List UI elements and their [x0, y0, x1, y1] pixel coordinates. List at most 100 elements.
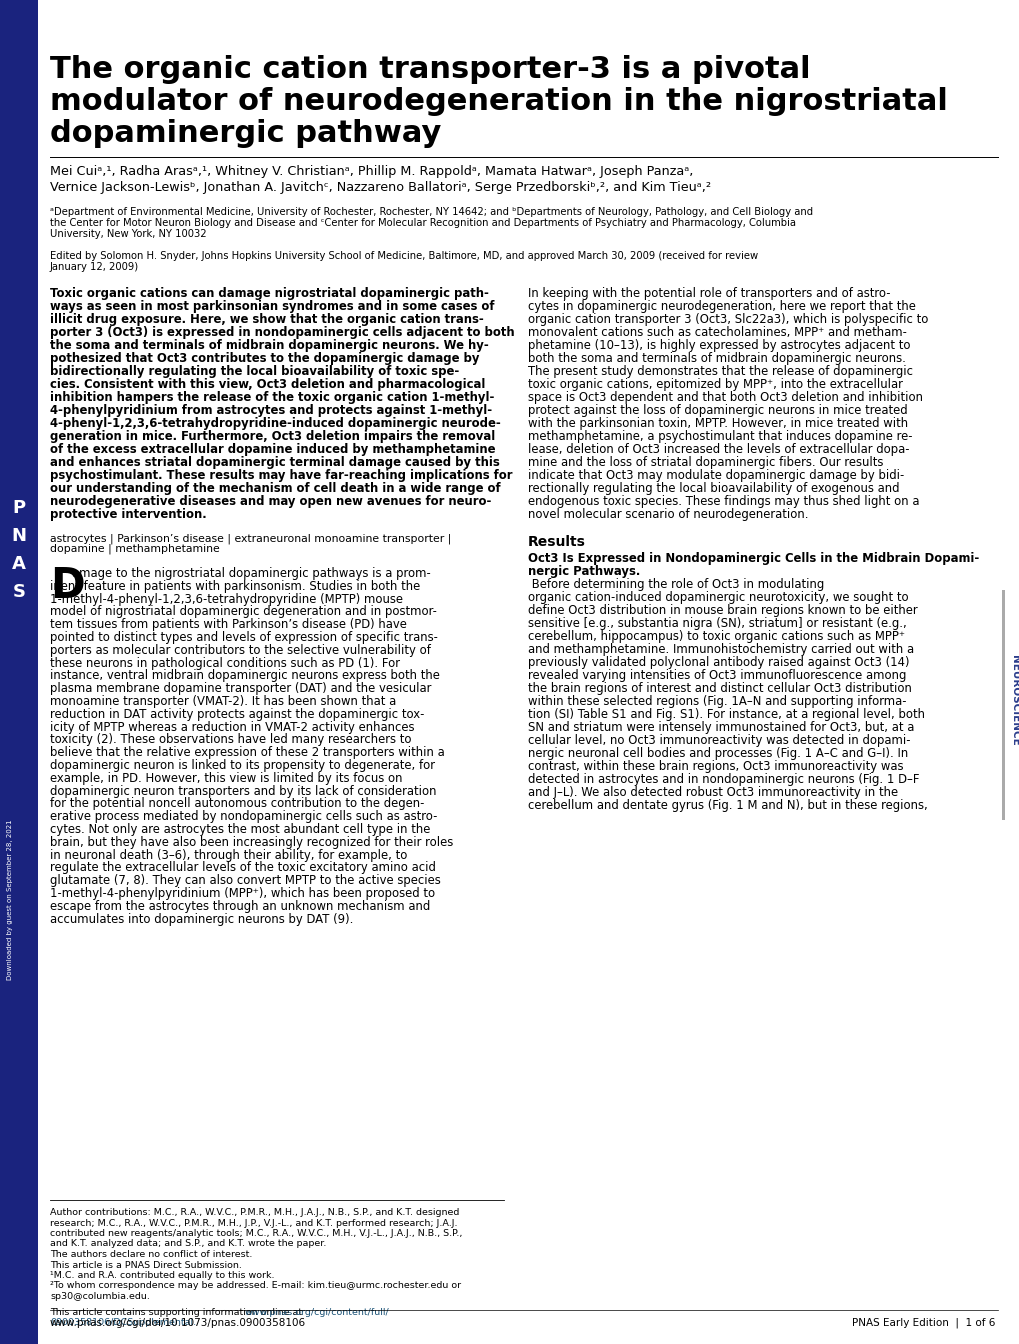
Text: dopamine | methamphetamine: dopamine | methamphetamine	[50, 544, 219, 555]
Text: research; M.C., R.A., W.V.C., P.M.R., M.H., J.P., V.J.-L., and K.T. performed re: research; M.C., R.A., W.V.C., P.M.R., M.…	[50, 1219, 458, 1227]
Text: with the parkinsonian toxin, MPTP. However, in mice treated with: with the parkinsonian toxin, MPTP. Howev…	[528, 417, 907, 430]
Text: January 12, 2009): January 12, 2009)	[50, 262, 139, 271]
Text: modulator of neurodegeneration in the nigrostriatal: modulator of neurodegeneration in the ni…	[50, 87, 947, 116]
Text: indicate that Oct3 may modulate dopaminergic damage by bidi-: indicate that Oct3 may modulate dopamine…	[528, 469, 904, 482]
Text: revealed varying intensities of Oct3 immunofluorescence among: revealed varying intensities of Oct3 imm…	[528, 669, 906, 681]
Text: monoamine transporter (VMAT-2). It has been shown that a: monoamine transporter (VMAT-2). It has b…	[50, 695, 395, 708]
Text: glutamate (7, 8). They can also convert MPTP to the active species: glutamate (7, 8). They can also convert …	[50, 874, 440, 887]
Text: previously validated polyclonal antibody raised against Oct3 (14): previously validated polyclonal antibody…	[528, 656, 909, 669]
Text: ¹M.C. and R.A. contributed equally to this work.: ¹M.C. and R.A. contributed equally to th…	[50, 1271, 274, 1279]
Text: toxic organic cations, epitomized by MPP⁺, into the extracellular: toxic organic cations, epitomized by MPP…	[528, 378, 902, 391]
Text: both the soma and terminals of midbrain dopaminergic neurons.: both the soma and terminals of midbrain …	[528, 352, 905, 366]
Text: Results: Results	[528, 535, 585, 548]
Text: our understanding of the mechanism of cell death in a wide range of: our understanding of the mechanism of ce…	[50, 482, 500, 495]
Text: contributed new reagents/analytic tools; M.C., R.A., W.V.C., M.H., V.J.-L., J.A.: contributed new reagents/analytic tools;…	[50, 1228, 462, 1238]
Text: for the potential noncell autonomous contribution to the degen-: for the potential noncell autonomous con…	[50, 797, 424, 810]
Text: brain, but they have also been increasingly recognized for their roles: brain, but they have also been increasin…	[50, 836, 452, 849]
Text: instance, ventral midbrain dopaminergic neurons express both the: instance, ventral midbrain dopaminergic …	[50, 669, 439, 683]
Text: cytes in dopaminergic neurodegeneration, here we report that the: cytes in dopaminergic neurodegeneration,…	[528, 300, 915, 313]
Text: the brain regions of interest and distinct cellular Oct3 distribution: the brain regions of interest and distin…	[528, 681, 911, 695]
Text: www.pnas.org/cgi/doi/10.1073/pnas.0900358106: www.pnas.org/cgi/doi/10.1073/pnas.090035…	[50, 1318, 306, 1328]
Text: these neurons in pathological conditions such as PD (1). For: these neurons in pathological conditions…	[50, 657, 399, 669]
Text: PNAS Early Edition  |  1 of 6: PNAS Early Edition | 1 of 6	[851, 1318, 994, 1328]
Text: Oct3 Is Expressed in Nondopaminergic Cells in the Midbrain Dopami-: Oct3 Is Expressed in Nondopaminergic Cel…	[528, 552, 978, 564]
Text: Toxic organic cations can damage nigrostriatal dopaminergic path-: Toxic organic cations can damage nigrost…	[50, 288, 488, 300]
Text: mine and the loss of striatal dopaminergic fibers. Our results: mine and the loss of striatal dopaminerg…	[528, 456, 882, 469]
Text: ᵃDepartment of Environmental Medicine, University of Rochester, Rochester, NY 14: ᵃDepartment of Environmental Medicine, U…	[50, 207, 812, 216]
Text: 1-methyl-4-phenyl-1,2,3,6-tetrahydropyridine (MPTP) mouse: 1-methyl-4-phenyl-1,2,3,6-tetrahydropyri…	[50, 593, 403, 606]
Text: dopaminergic neuron transporters and by its lack of consideration: dopaminergic neuron transporters and by …	[50, 785, 436, 797]
Text: pothesized that Oct3 contributes to the dopaminergic damage by: pothesized that Oct3 contributes to the …	[50, 352, 479, 366]
Bar	[1001, 590, 1004, 820]
Text: and enhances striatal dopaminergic terminal damage caused by this: and enhances striatal dopaminergic termi…	[50, 456, 499, 469]
Text: accumulates into dopaminergic neurons by DAT (9).: accumulates into dopaminergic neurons by…	[50, 913, 353, 926]
Text: model of nigrostriatal dopaminergic degeneration and in postmor-: model of nigrostriatal dopaminergic dege…	[50, 605, 436, 618]
Text: and J–L). We also detected robust Oct3 immunoreactivity in the: and J–L). We also detected robust Oct3 i…	[528, 786, 898, 798]
Text: cerebellum, hippocampus) to toxic organic cations such as MPP⁺: cerebellum, hippocampus) to toxic organi…	[528, 630, 904, 642]
Text: and K.T. analyzed data; and S.P., and K.T. wrote the paper.: and K.T. analyzed data; and S.P., and K.…	[50, 1239, 326, 1249]
Text: sp30@columbia.edu.: sp30@columbia.edu.	[50, 1292, 150, 1301]
Text: SN and striatum were intensely immunostained for Oct3, but, at a: SN and striatum were intensely immunosta…	[528, 720, 913, 734]
Text: inent feature in patients with parkinsonism. Studies in both the: inent feature in patients with parkinson…	[50, 579, 420, 593]
Text: tion (SI) Table S1 and Fig. S1). For instance, at a regional level, both: tion (SI) Table S1 and Fig. S1). For ins…	[528, 708, 924, 720]
Text: tem tissues from patients with Parkinson’s disease (PD) have: tem tissues from patients with Parkinson…	[50, 618, 407, 632]
Text: ²To whom correspondence may be addressed. E-mail: kim.tieu@urmc.rochester.edu or: ²To whom correspondence may be addressed…	[50, 1281, 461, 1290]
Text: 4-phenylpyridinium from astrocytes and protects against 1-methyl-: 4-phenylpyridinium from astrocytes and p…	[50, 405, 491, 417]
Text: cerebellum and dentate gyrus (Fig. 1 M and N), but in these regions,: cerebellum and dentate gyrus (Fig. 1 M a…	[528, 798, 927, 812]
Text: and methamphetamine. Immunohistochemistry carried out with a: and methamphetamine. Immunohistochemistr…	[528, 642, 913, 656]
Text: pointed to distinct types and levels of expression of specific trans-: pointed to distinct types and levels of …	[50, 630, 437, 644]
Text: The authors declare no conflict of interest.: The authors declare no conflict of inter…	[50, 1250, 252, 1259]
Text: sensitive [e.g., substantia nigra (SN), striatum] or resistant (e.g.,: sensitive [e.g., substantia nigra (SN), …	[528, 617, 906, 630]
Text: The organic cation transporter-3 is a pivotal: The organic cation transporter-3 is a pi…	[50, 55, 810, 83]
Text: toxicity (2). These observations have led many researchers to: toxicity (2). These observations have le…	[50, 734, 411, 746]
Text: of the excess extracellular dopamine induced by methamphetamine: of the excess extracellular dopamine ind…	[50, 444, 495, 456]
Text: escape from the astrocytes through an unknown mechanism and: escape from the astrocytes through an un…	[50, 899, 430, 913]
Bar	[0, 0, 38, 1344]
Text: Author contributions: M.C., R.A., W.V.C., P.M.R., M.H., J.A.J., N.B., S.P., and : Author contributions: M.C., R.A., W.V.C.…	[50, 1208, 459, 1218]
Text: NEUROSCIENCE: NEUROSCIENCE	[1009, 655, 1019, 746]
Text: astrocytes | Parkinson’s disease | extraneuronal monoamine transporter |: astrocytes | Parkinson’s disease | extra…	[50, 534, 451, 543]
Text: dopaminergic neuron is linked to its propensity to degenerate, for: dopaminergic neuron is linked to its pro…	[50, 759, 434, 771]
Text: regulate the extracellular levels of the toxic excitatory amino acid: regulate the extracellular levels of the…	[50, 862, 435, 875]
Text: lease, deletion of Oct3 increased the levels of extracellular dopa-: lease, deletion of Oct3 increased the le…	[528, 444, 909, 456]
Text: inhibition hampers the release of the toxic organic cation 1-methyl-: inhibition hampers the release of the to…	[50, 391, 494, 405]
Text: N: N	[11, 527, 26, 546]
Text: the Center for Motor Neuron Biology and Disease and ᶜCenter for Molecular Recogn: the Center for Motor Neuron Biology and …	[50, 218, 795, 228]
Text: organic cation-induced dopaminergic neurotoxicity, we sought to: organic cation-induced dopaminergic neur…	[528, 591, 908, 603]
Text: define Oct3 distribution in mouse brain regions known to be either: define Oct3 distribution in mouse brain …	[528, 603, 917, 617]
Text: 0900358106/DCSupplemental.: 0900358106/DCSupplemental.	[50, 1318, 196, 1328]
Text: phetamine (10–13), is highly expressed by astrocytes adjacent to: phetamine (10–13), is highly expressed b…	[528, 339, 910, 352]
Text: believe that the relative expression of these 2 transporters within a: believe that the relative expression of …	[50, 746, 444, 759]
Text: detected in astrocytes and in nondopaminergic neurons (Fig. 1 D–F: detected in astrocytes and in nondopamin…	[528, 773, 918, 786]
Text: reduction in DAT activity protects against the dopaminergic tox-: reduction in DAT activity protects again…	[50, 708, 424, 720]
Text: bidirectionally regulating the local bioavailability of toxic spe-: bidirectionally regulating the local bio…	[50, 366, 459, 378]
Text: In keeping with the potential role of transporters and of astro-: In keeping with the potential role of tr…	[528, 288, 890, 300]
Text: ways as seen in most parkinsonian syndromes and in some cases of: ways as seen in most parkinsonian syndro…	[50, 300, 494, 313]
Text: nergic neuronal cell bodies and processes (Fig. 1 A–C and G–I). In: nergic neuronal cell bodies and processe…	[528, 747, 907, 759]
Text: A: A	[12, 555, 25, 573]
Text: contrast, within these brain regions, Oct3 immunoreactivity was: contrast, within these brain regions, Oc…	[528, 759, 903, 773]
Text: www.pnas.org/cgi/content/full/: www.pnas.org/cgi/content/full/	[245, 1308, 389, 1317]
Text: monovalent cations such as catecholamines, MPP⁺ and metham-: monovalent cations such as catecholamine…	[528, 327, 906, 339]
Text: within these selected regions (Fig. 1A–N and supporting informa-: within these selected regions (Fig. 1A–N…	[528, 695, 906, 708]
Text: University, New York, NY 10032: University, New York, NY 10032	[50, 228, 207, 239]
Text: 4-phenyl-1,2,3,6-tetrahydropyridine-induced dopaminergic neurode-: 4-phenyl-1,2,3,6-tetrahydropyridine-indu…	[50, 417, 500, 430]
Text: porters as molecular contributors to the selective vulnerability of: porters as molecular contributors to the…	[50, 644, 430, 657]
Text: in neuronal death (3–6), through their ability, for example, to: in neuronal death (3–6), through their a…	[50, 848, 407, 862]
Text: endogenous toxic species. These findings may thus shed light on a: endogenous toxic species. These findings…	[528, 495, 918, 508]
Text: methamphetamine, a psychostimulant that induces dopamine re-: methamphetamine, a psychostimulant that …	[528, 430, 912, 444]
Text: plasma membrane dopamine transporter (DAT) and the vesicular: plasma membrane dopamine transporter (DA…	[50, 683, 431, 695]
Text: cies. Consistent with this view, Oct3 deletion and pharmacological: cies. Consistent with this view, Oct3 de…	[50, 378, 485, 391]
Text: neurodegenerative diseases and may open new avenues for neuro-: neurodegenerative diseases and may open …	[50, 495, 491, 508]
Text: P: P	[12, 499, 25, 517]
Text: cytes. Not only are astrocytes the most abundant cell type in the: cytes. Not only are astrocytes the most …	[50, 823, 430, 836]
Text: This article contains supporting information online at: This article contains supporting informa…	[50, 1308, 305, 1317]
Text: Before determining the role of Oct3 in modulating: Before determining the role of Oct3 in m…	[528, 578, 823, 591]
Text: S: S	[12, 583, 25, 601]
Text: organic cation transporter 3 (Oct3, Slc22a3), which is polyspecific to: organic cation transporter 3 (Oct3, Slc2…	[528, 313, 927, 327]
Text: This article is a PNAS Direct Submission.: This article is a PNAS Direct Submission…	[50, 1261, 242, 1270]
Text: dopaminergic pathway: dopaminergic pathway	[50, 120, 441, 148]
Text: The present study demonstrates that the release of dopaminergic: The present study demonstrates that the …	[528, 366, 912, 378]
Text: icity of MPTP whereas a reduction in VMAT-2 activity enhances: icity of MPTP whereas a reduction in VMA…	[50, 720, 414, 734]
Text: nergic Pathways.: nergic Pathways.	[528, 564, 640, 578]
